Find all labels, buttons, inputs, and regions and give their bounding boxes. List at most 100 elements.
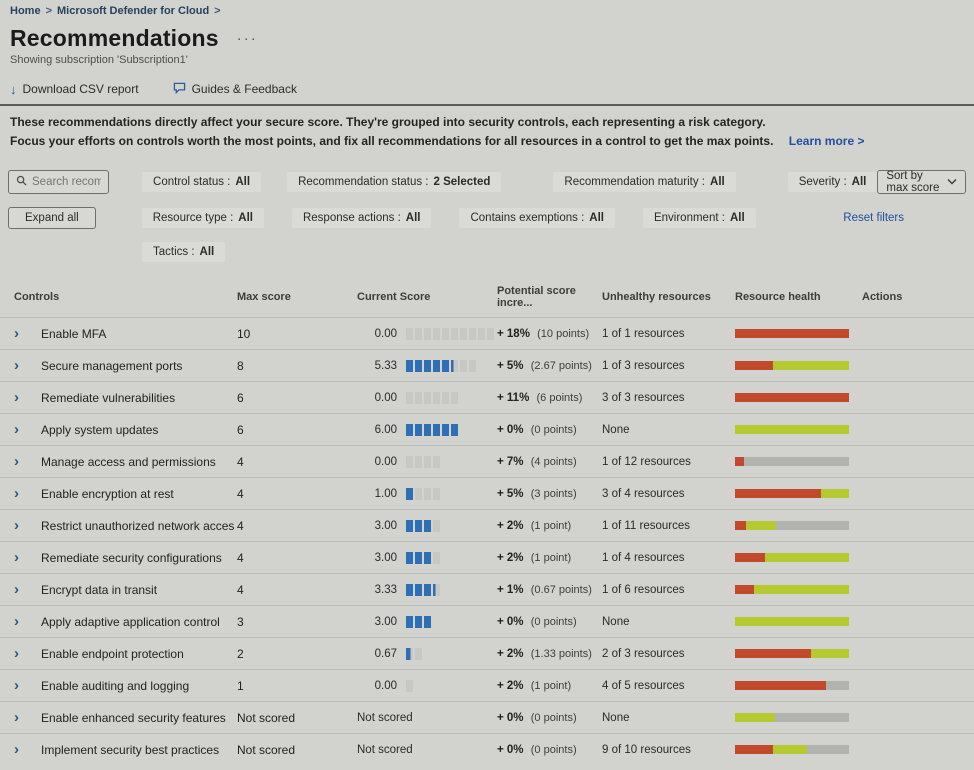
column-header-controls: Controls <box>14 291 60 304</box>
chevron-right-icon[interactable]: › <box>14 613 19 631</box>
unhealthy-resources: 1 of 4 resources <box>602 551 685 564</box>
filter-label: Contains exemptions : <box>470 212 585 225</box>
max-score: 4 <box>237 550 244 565</box>
table-row[interactable]: › Restrict unauthorized network acces 4 … <box>0 509 974 541</box>
current-score-bar <box>406 359 476 372</box>
filter-contains-exemptions[interactable]: Contains exemptions : All <box>459 208 615 229</box>
max-score: 4 <box>237 518 244 533</box>
guides-feedback-button[interactable]: Guides & Feedback <box>173 82 297 96</box>
table-row[interactable]: › Apply adaptive application control 3 3… <box>0 605 974 637</box>
score-increase-points: (1 point) <box>530 519 572 532</box>
resource-health-bar <box>735 649 849 659</box>
chevron-right-icon[interactable]: › <box>14 325 19 343</box>
download-csv-button[interactable]: ↓ Download CSV report <box>10 82 139 96</box>
current-score-value: 0.67 <box>374 647 397 660</box>
table-row[interactable]: › Remediate security configurations 4 3.… <box>0 541 974 573</box>
control-name: Secure management ports <box>41 358 183 373</box>
chevron-right-icon[interactable]: › <box>14 517 19 535</box>
score-increase-percent: + 2% <box>497 647 524 660</box>
chevron-right-icon[interactable]: › <box>14 389 19 407</box>
score-increase-percent: + 5% <box>497 359 524 372</box>
download-icon: ↓ <box>10 81 17 97</box>
table-row[interactable]: › Enable MFA 10 0.00 + 18% (10 points) 1… <box>0 317 974 349</box>
resource-health-bar <box>735 393 849 403</box>
table-row[interactable]: › Implement security best practices Not … <box>0 733 974 765</box>
chevron-right-icon[interactable]: › <box>14 421 19 439</box>
filter-label: Tactics : <box>153 246 195 259</box>
filter-response-actions[interactable]: Response actions : All <box>291 208 432 229</box>
breadcrumb-home[interactable]: Home <box>10 5 41 17</box>
resource-health-bar <box>735 617 849 627</box>
control-name: Implement security best practices <box>41 742 220 757</box>
score-increase-percent: + 0% <box>497 423 524 436</box>
table-row[interactable]: › Secure management ports 8 5.33 + 5% (2… <box>0 349 974 381</box>
filter-environment[interactable]: Environment : All <box>642 208 756 229</box>
control-name: Remediate vulnerabilities <box>41 390 176 405</box>
breadcrumb-defender[interactable]: Microsoft Defender for Cloud <box>57 5 210 17</box>
expand-all-button[interactable]: Expand all <box>8 207 96 230</box>
filter-value: All <box>238 212 253 225</box>
sort-dropdown[interactable]: Sort by max score <box>877 170 966 195</box>
current-score-bar <box>406 487 440 500</box>
chevron-right-icon[interactable]: › <box>14 357 19 375</box>
resource-health-bar <box>735 425 849 435</box>
table-row[interactable]: › Manage access and permissions 4 0.00 +… <box>0 445 974 477</box>
filter-severity[interactable]: Severity : All <box>787 172 878 193</box>
more-menu-icon[interactable]: ··· <box>236 30 258 47</box>
current-score-bar <box>406 679 413 692</box>
chevron-right-icon[interactable]: › <box>14 709 19 727</box>
filter-recommendation-maturity[interactable]: Recommendation maturity : All <box>553 172 736 193</box>
current-score-bar <box>406 423 458 436</box>
chevron-right-icon[interactable]: › <box>14 645 19 663</box>
unhealthy-resources: 4 of 5 resources <box>602 679 685 692</box>
current-score-value: 1.00 <box>374 487 397 500</box>
filter-control-status[interactable]: Control status : All <box>142 172 262 193</box>
max-score: 6 <box>237 390 244 405</box>
score-increase-points: (2.67 points) <box>530 359 592 372</box>
max-score: 1 <box>237 678 244 693</box>
filter-value: All <box>710 176 725 189</box>
chevron-right-icon[interactable]: › <box>14 741 19 759</box>
current-score-bar <box>406 647 422 660</box>
unhealthy-resources: 9 of 10 resources <box>602 743 691 756</box>
table-row[interactable]: › Enable enhanced security features Not … <box>0 701 974 733</box>
score-increase-percent: + 18% <box>497 327 530 340</box>
max-score: Not scored <box>237 742 296 757</box>
table-row[interactable]: › Remediate vulnerabilities 6 0.00 + 11%… <box>0 381 974 413</box>
filter-recommendation-status[interactable]: Recommendation status : 2 Selected <box>287 172 502 193</box>
filter-value: All <box>851 176 867 189</box>
score-increase-points: (0 points) <box>530 743 577 756</box>
table-row[interactable]: › Enable endpoint protection 2 0.67 + 2%… <box>0 637 974 669</box>
max-score: 10 <box>237 326 251 341</box>
table-row[interactable]: › Enable encryption at rest 4 1.00 + 5% … <box>0 477 974 509</box>
column-header-actions: Actions <box>862 291 903 304</box>
chevron-right-icon[interactable]: › <box>14 485 19 503</box>
filter-tactics[interactable]: Tactics : All <box>142 242 226 263</box>
chevron-right-icon[interactable]: › <box>14 677 19 695</box>
score-increase-percent: + 0% <box>497 743 524 756</box>
column-header-current-score: Current Score <box>357 291 431 304</box>
max-score: 4 <box>237 486 244 501</box>
filter-resource-type[interactable]: Resource type : All <box>141 208 264 229</box>
score-increase-points: (10 points) <box>537 327 590 340</box>
reset-filters-link[interactable]: Reset filters <box>843 212 904 225</box>
score-increase-points: (1 point) <box>530 679 572 692</box>
score-increase-points: (0 points) <box>530 615 577 628</box>
secure-score-info-banner: These recommendations directly affect yo… <box>0 104 974 156</box>
score-increase-points: (3 points) <box>530 487 577 500</box>
breadcrumb-separator: > <box>214 5 221 17</box>
chevron-right-icon[interactable]: › <box>14 581 19 599</box>
control-name: Enable endpoint protection <box>41 646 184 661</box>
banner-line2: Focus your efforts on controls worth the… <box>10 133 774 148</box>
chevron-right-icon[interactable]: › <box>14 453 19 471</box>
score-increase-percent: + 2% <box>497 679 524 692</box>
table-row[interactable]: › Encrypt data in transit 4 3.33 + 1% (0… <box>0 573 974 605</box>
table-row[interactable]: › Apply system updates 6 6.00 + 0% (0 po… <box>0 413 974 445</box>
search-input[interactable] <box>32 176 102 189</box>
filter-label: Environment : <box>653 212 725 225</box>
table-row[interactable]: › Enable auditing and logging 1 0.00 + 2… <box>0 669 974 701</box>
learn-more-link[interactable]: Learn more > <box>788 133 865 148</box>
max-score: Not scored <box>237 710 296 725</box>
chevron-right-icon[interactable]: › <box>14 549 19 567</box>
filter-label: Recommendation maturity : <box>564 176 706 189</box>
